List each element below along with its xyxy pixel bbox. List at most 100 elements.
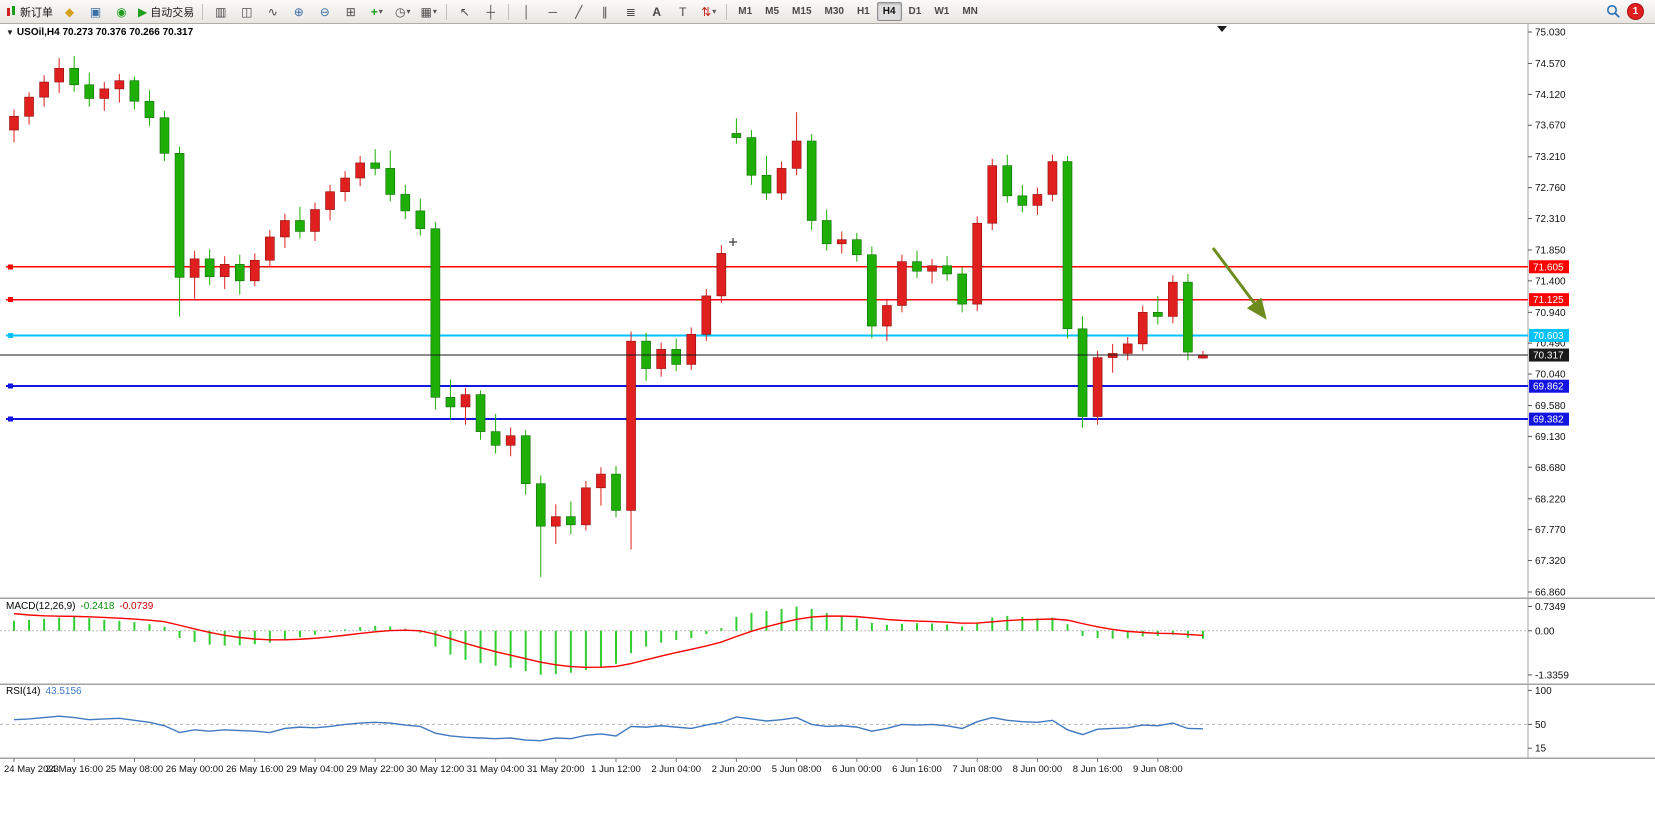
price-axis-label: 73.670: [1535, 121, 1566, 132]
notification-badge[interactable]: 1: [1627, 3, 1644, 20]
monitor-button[interactable]: ▣: [83, 1, 108, 22]
price-badge: [1529, 328, 1569, 342]
timeframe-w1-button[interactable]: W1: [934, 6, 950, 17]
timeframe-h1-button[interactable]: H1: [856, 6, 870, 17]
chevron-down-icon: ▾: [432, 7, 437, 16]
price-badge: [1529, 293, 1569, 307]
autotrading-button[interactable]: ▶ 自动交易: [135, 1, 197, 22]
candle: [1017, 195, 1028, 206]
tile-windows-button[interactable]: ⊞: [338, 1, 363, 22]
timeframe-mn-button[interactable]: MN: [962, 6, 978, 17]
play-icon: ▶: [138, 4, 148, 19]
price-badge: [1529, 260, 1569, 274]
template-button[interactable]: ▦ ▾: [416, 1, 441, 22]
channel-icon: ∥: [601, 4, 608, 19]
bar-chart-button[interactable]: ▥: [208, 1, 233, 22]
coin-button[interactable]: ◆: [57, 1, 82, 22]
toolbar-separator: [446, 3, 448, 20]
monitor-icon: ▣: [89, 4, 102, 19]
vertical-line-button[interactable]: │: [514, 1, 539, 22]
label-button[interactable]: T: [670, 1, 695, 22]
price-badge-label: 70.317: [1533, 351, 1564, 362]
hline-objects[interactable]: [6, 264, 1528, 422]
candle: [280, 220, 290, 238]
annotations[interactable]: [729, 26, 1267, 320]
candle: [460, 394, 471, 408]
hline-handle[interactable]: [8, 383, 13, 389]
candle: [836, 239, 847, 245]
macd-axis-label: -1.3359: [1535, 670, 1569, 681]
timeframe-h4-button[interactable]: H4: [876, 2, 902, 21]
candle: [716, 253, 727, 297]
time-axis-label: 29 May 04:00: [286, 764, 344, 775]
line-chart-button[interactable]: ∿: [260, 1, 285, 22]
rsi-indicator-label: RSI(14) 43.5156: [6, 686, 82, 697]
fibonacci-button[interactable]: ≣: [618, 1, 643, 22]
price-axis-label: 74.570: [1535, 59, 1566, 70]
time-axis-label: 24 May 16:00: [45, 764, 103, 775]
time-axis-label: 1 Jun 12:00: [591, 764, 641, 775]
timeframe-d1-button[interactable]: D1: [908, 6, 922, 17]
candle: [445, 397, 456, 408]
hline-handle[interactable]: [8, 264, 13, 270]
candle: [189, 258, 200, 278]
candle: [400, 194, 411, 212]
rsi-name: RSI(14): [6, 686, 41, 697]
zoom-out-button[interactable]: ⊖: [312, 1, 337, 22]
candle: [1047, 161, 1058, 195]
new-order-button[interactable]: 新订单: [3, 1, 56, 22]
candle: [1092, 357, 1103, 417]
timeframe-m5-button[interactable]: M5: [765, 6, 780, 17]
candle: [144, 100, 155, 118]
candlestick-chart-button[interactable]: ◫: [234, 1, 259, 22]
price-axis-label: 73.210: [1535, 152, 1566, 163]
price-axis-label: 67.320: [1535, 556, 1566, 567]
candle: [520, 435, 531, 485]
fibonacci-icon: ≣: [625, 4, 636, 19]
macd-indicator-label: MACD(12,26,9) -0.2418 -0.0739: [6, 601, 153, 612]
price-axis-label: 70.940: [1535, 308, 1566, 319]
candle: [611, 473, 621, 511]
price-chart-svg[interactable]: 75.030 74.570 74.120 73.670 73.210 72.760 72.3…: [0, 24, 1655, 829]
text-button[interactable]: A: [644, 1, 669, 22]
indicators-plus-icon: +: [370, 4, 378, 19]
cursor-button[interactable]: ↖: [452, 1, 477, 22]
timeframe-m15-button[interactable]: M15: [792, 6, 812, 17]
macd-name: MACD(12,26,9): [6, 601, 76, 612]
horizontal-line-button[interactable]: ─: [540, 1, 565, 22]
macd-axis-label: 0.00: [1535, 626, 1555, 637]
globe-button[interactable]: ◉: [109, 1, 134, 22]
candle: [987, 165, 998, 224]
text-icon: A: [652, 4, 662, 19]
hline-handle[interactable]: [8, 416, 13, 422]
candle: [746, 137, 757, 176]
timeframe-m1-button[interactable]: M1: [738, 6, 753, 17]
price-axis-label: 70.040: [1535, 370, 1566, 381]
channel-button[interactable]: ∥: [592, 1, 617, 22]
indicators-button[interactable]: + ▾: [364, 1, 389, 22]
candle: [490, 431, 501, 446]
search-icon[interactable]: [1606, 4, 1621, 19]
trend-arrow-annotation[interactable]: [1211, 247, 1267, 320]
candle: [1077, 328, 1088, 417]
price-axis-label: 71.400: [1535, 276, 1566, 287]
arrows-button[interactable]: ⇅ ▾: [696, 1, 721, 22]
zoom-out-icon: ⊖: [319, 4, 330, 19]
hline-handle[interactable]: [8, 297, 13, 303]
rsi-axis-label: 15: [1535, 744, 1547, 755]
horizontal-line-icon: ─: [548, 4, 557, 19]
chart-area[interactable]: ▼ USOil,H4 70.273 70.376 70.266 70.317 MA…: [0, 24, 1655, 829]
timeframe-m30-button[interactable]: M30: [824, 6, 844, 17]
time-axis-label: 29 May 22:00: [346, 764, 404, 775]
bar-marker-triangle[interactable]: [1217, 26, 1227, 32]
candle: [1062, 161, 1073, 330]
time-axis-label: 2 Jun 20:00: [712, 764, 762, 775]
price-axis-label: 72.310: [1535, 214, 1566, 225]
periods-button[interactable]: ◷ ▾: [390, 1, 415, 22]
trendline-button[interactable]: ╱: [566, 1, 591, 22]
zoom-in-button[interactable]: ⊕: [286, 1, 311, 22]
candle: [204, 258, 215, 278]
hline-handle[interactable]: [8, 332, 13, 338]
time-axis-label: 5 Jun 08:00: [772, 764, 822, 775]
crosshair-button[interactable]: ┼: [478, 1, 503, 22]
